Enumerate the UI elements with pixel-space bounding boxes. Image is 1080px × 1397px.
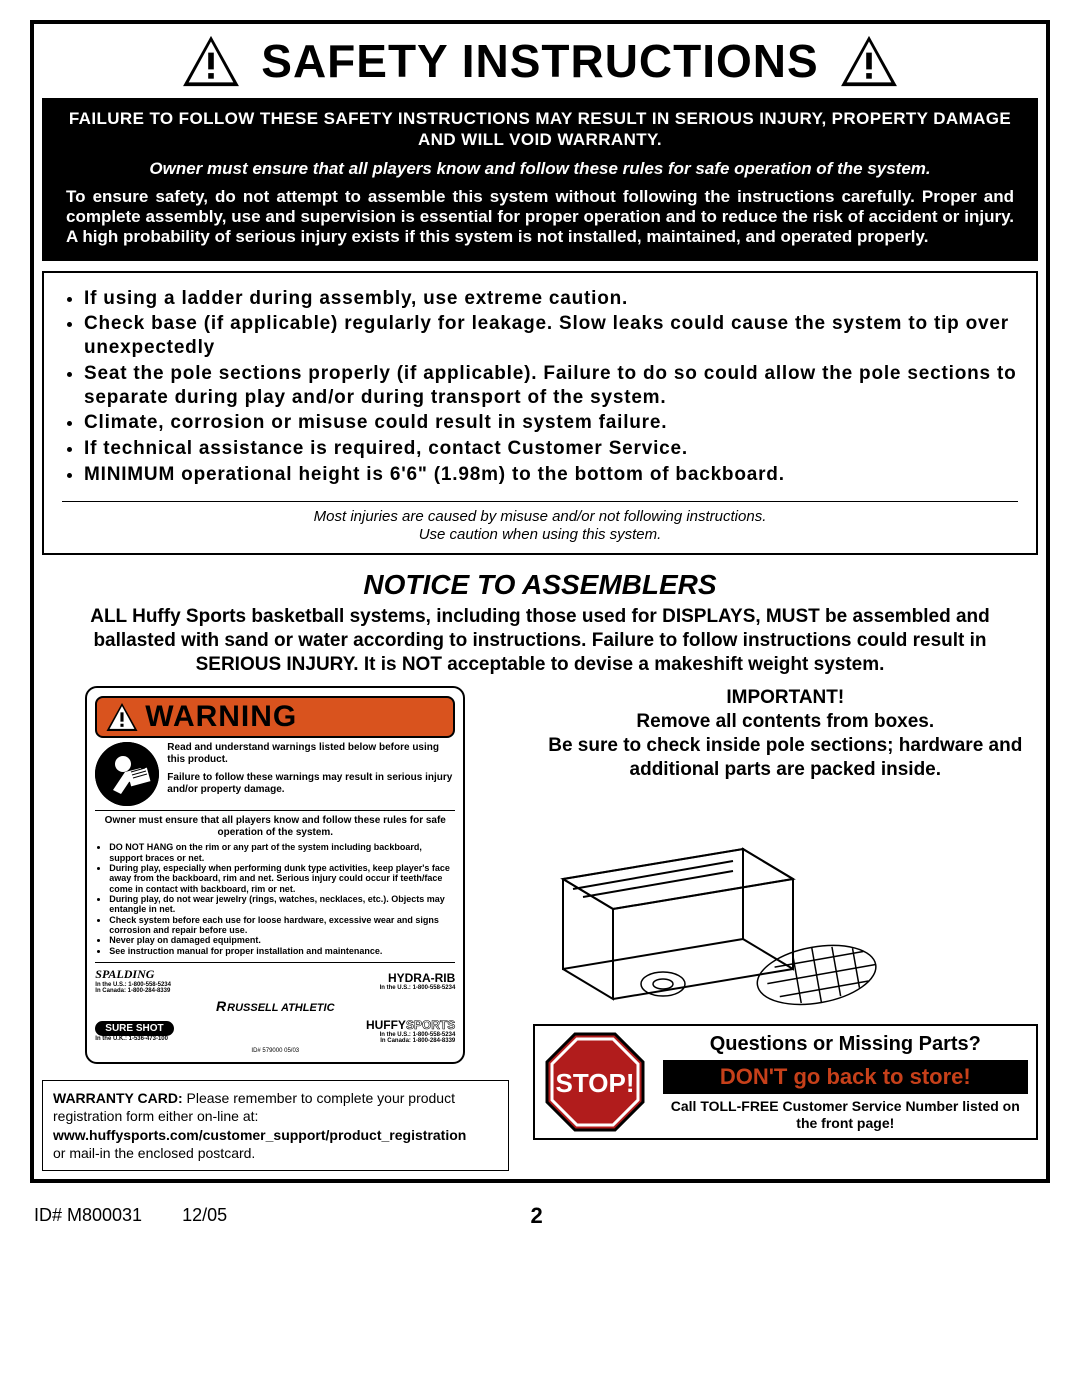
title-row: SAFETY INSTRUCTIONS (62, 34, 1018, 88)
left-column: WARNING Read and understand warnings lis… (42, 686, 509, 1171)
rule-item: If technical assistance is required, con… (84, 437, 1018, 461)
rule-item: Climate, corrosion or misuse could resul… (84, 411, 1018, 435)
rules-footnote: Most injuries are caused by misuse and/o… (62, 501, 1018, 546)
warning-rules-title: Owner must ensure that all players know … (95, 815, 455, 838)
read-manual-icon (95, 742, 159, 806)
stop-sign-icon: STOP! (545, 1032, 645, 1132)
warning-mini-rules: DO NOT HANG on the rim or any part of th… (95, 842, 455, 956)
warn-item: During play, do not wear jewelry (rings,… (109, 894, 455, 915)
warning-triangle-icon (181, 34, 241, 88)
stop-sign-text: STOP! (555, 1068, 634, 1098)
warning-triangle-icon (839, 34, 899, 88)
huffy-sports-logo: HUFFYSPORTSIn the U.S.: 1-800-558-5234 I… (279, 1018, 455, 1044)
right-column: IMPORTANT! Remove all contents from boxe… (533, 686, 1038, 1140)
open-box-diagram-icon (533, 789, 893, 1009)
notice-body: ALL Huffy Sports basketball systems, inc… (50, 605, 1030, 676)
warn-item: See instruction manual for proper instal… (109, 946, 455, 956)
stop-text-cell: Questions or Missing Parts? DON'T go bac… (655, 1026, 1036, 1138)
warranty-tail: or mail-in the enclosed postcard. (53, 1145, 255, 1161)
rules-list: If using a ladder during assembly, use e… (62, 287, 1018, 487)
warranty-url: www.huffysports.com/customer_support/pro… (53, 1127, 466, 1143)
questions-heading: Questions or Missing Parts? (663, 1033, 1028, 1056)
warn-item: Check system before each use for loose h… (109, 915, 455, 936)
warning-label-card: WARNING Read and understand warnings lis… (85, 686, 465, 1064)
sure-shot-logo: SURE SHOTIn the U.K.: 1-536-473-100 (95, 1020, 271, 1042)
rule-item: Check base (if applicable) regularly for… (84, 312, 1018, 360)
warning-header: WARNING (95, 696, 455, 738)
brand-logos: SPALDINGIn the U.S.: 1-800-558-5234 In C… (95, 962, 455, 1054)
warranty-card-box: WARRANTY CARD: Please remember to comple… (42, 1080, 509, 1171)
spalding-logo: SPALDINGIn the U.S.: 1-800-558-5234 In C… (95, 967, 271, 994)
warn-item: Never play on damaged equipment. (109, 935, 455, 945)
footer-id: ID# M800031 12/05 (34, 1205, 227, 1226)
russell-logo: RRUSSELL ATHLETIC (95, 998, 455, 1014)
warning-top-line2: Failure to follow these warnings may res… (167, 772, 455, 796)
warning-triangle-icon (105, 702, 139, 732)
stop-sign-cell: STOP! (535, 1026, 655, 1138)
notice-title: NOTICE TO ASSEMBLERS (42, 569, 1038, 601)
warn-item: DO NOT HANG on the rim or any part of th… (109, 842, 455, 863)
two-column-area: WARNING Read and understand warnings lis… (42, 686, 1038, 1171)
blackbox-paragraph: To ensure safety, do not attempt to asse… (66, 187, 1014, 247)
dont-go-back-banner: DON'T go back to store! (663, 1060, 1028, 1094)
safety-page: SAFETY INSTRUCTIONS FAILURE TO FOLLOW TH… (30, 20, 1050, 1183)
page-footer: ID# M800031 12/05 2 (34, 1203, 1046, 1229)
warning-label-text: WARNING (145, 700, 297, 734)
hydra-rib-logo: HYDRA-RIBIn the U.S.: 1-800-558-5234 (279, 971, 455, 991)
important-block: IMPORTANT! Remove all contents from boxe… (533, 686, 1038, 781)
stop-callout: STOP! Questions or Missing Parts? DON'T … (533, 1024, 1038, 1140)
blackbox-headline: FAILURE TO FOLLOW THESE SAFETY INSTRUCTI… (66, 108, 1014, 151)
page-number: 2 (530, 1203, 542, 1229)
warning-top-text: Read and understand warnings listed belo… (167, 742, 455, 796)
warn-item: During play, especially when performing … (109, 863, 455, 894)
page-title: SAFETY INSTRUCTIONS (261, 34, 818, 88)
important-label: IMPORTANT! (533, 686, 1038, 710)
rule-item: MINIMUM operational height is 6'6" (1.98… (84, 463, 1018, 487)
black-warning-box: FAILURE TO FOLLOW THESE SAFETY INSTRUCTI… (42, 98, 1038, 261)
rule-item: If using a ladder during assembly, use e… (84, 287, 1018, 311)
call-toll-free: Call TOLL-FREE Customer Service Number l… (663, 1098, 1028, 1132)
important-body: Remove all contents from boxes. Be sure … (533, 710, 1038, 781)
warning-top-section: Read and understand warnings listed belo… (95, 742, 455, 811)
warranty-lead: WARRANTY CARD: (53, 1090, 183, 1106)
label-id: ID# 579000 05/03 (95, 1048, 455, 1054)
blackbox-subhead: Owner must ensure that all players know … (66, 159, 1014, 179)
rule-item: Seat the pole sections properly (if appl… (84, 362, 1018, 410)
warning-top-line1: Read and understand warnings listed belo… (167, 742, 455, 766)
rules-box: If using a ladder during assembly, use e… (42, 271, 1038, 556)
